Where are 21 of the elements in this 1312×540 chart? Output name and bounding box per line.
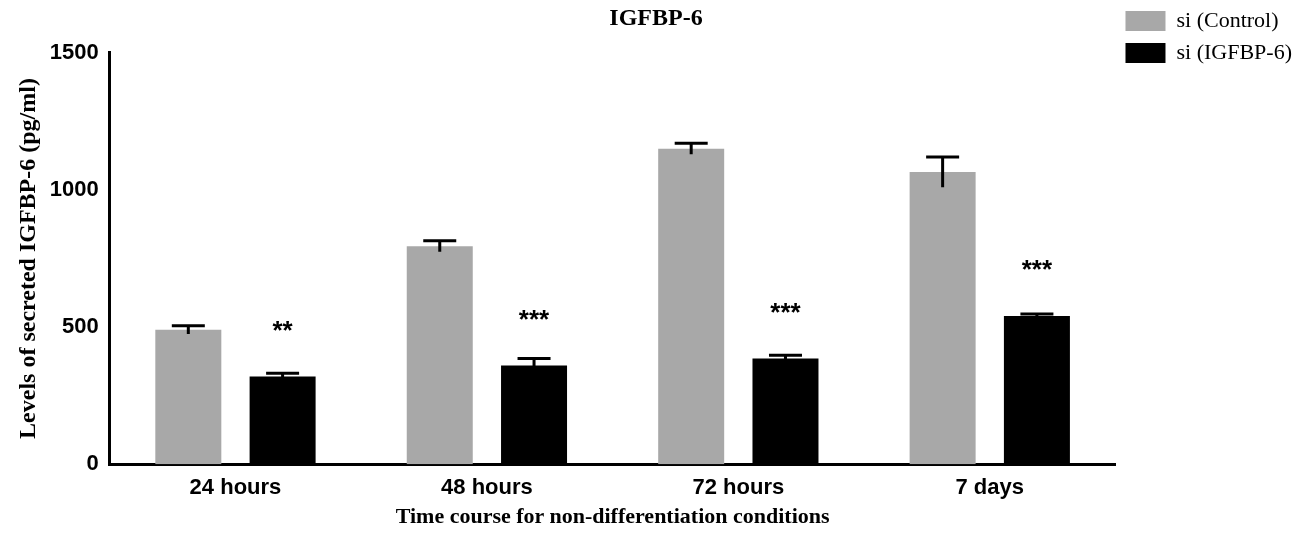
bar xyxy=(909,172,976,465)
legend-label: si (IGFBP-6) xyxy=(1176,38,1292,64)
x-axis-title: Time course for non-differentiation conditions xyxy=(395,503,830,529)
y-tick-label: 1000 xyxy=(49,176,99,201)
annotation: ** xyxy=(272,314,294,345)
y-tick-label: 1500 xyxy=(49,38,99,64)
bar xyxy=(155,329,222,465)
y-tick-label: 500 xyxy=(62,313,99,339)
chart-title: IGFBP-6 xyxy=(609,3,703,30)
y-axis-title: Levels of secreted IGFBP-6 (pg/ml) xyxy=(13,78,40,439)
legend-label: si (Control) xyxy=(1176,6,1279,32)
x-tick-label: 24 hours xyxy=(189,474,282,500)
y-tick-label: 0 xyxy=(86,450,99,476)
x-tick-label: 7 days xyxy=(955,474,1025,500)
annotation: *** xyxy=(1021,254,1053,285)
bar xyxy=(406,246,473,465)
annotation: *** xyxy=(518,303,551,334)
x-tick-label: 72 hours xyxy=(692,474,785,500)
bar xyxy=(658,148,725,465)
x-tick-label: 48 hours xyxy=(441,474,533,500)
annotation: *** xyxy=(770,296,802,327)
